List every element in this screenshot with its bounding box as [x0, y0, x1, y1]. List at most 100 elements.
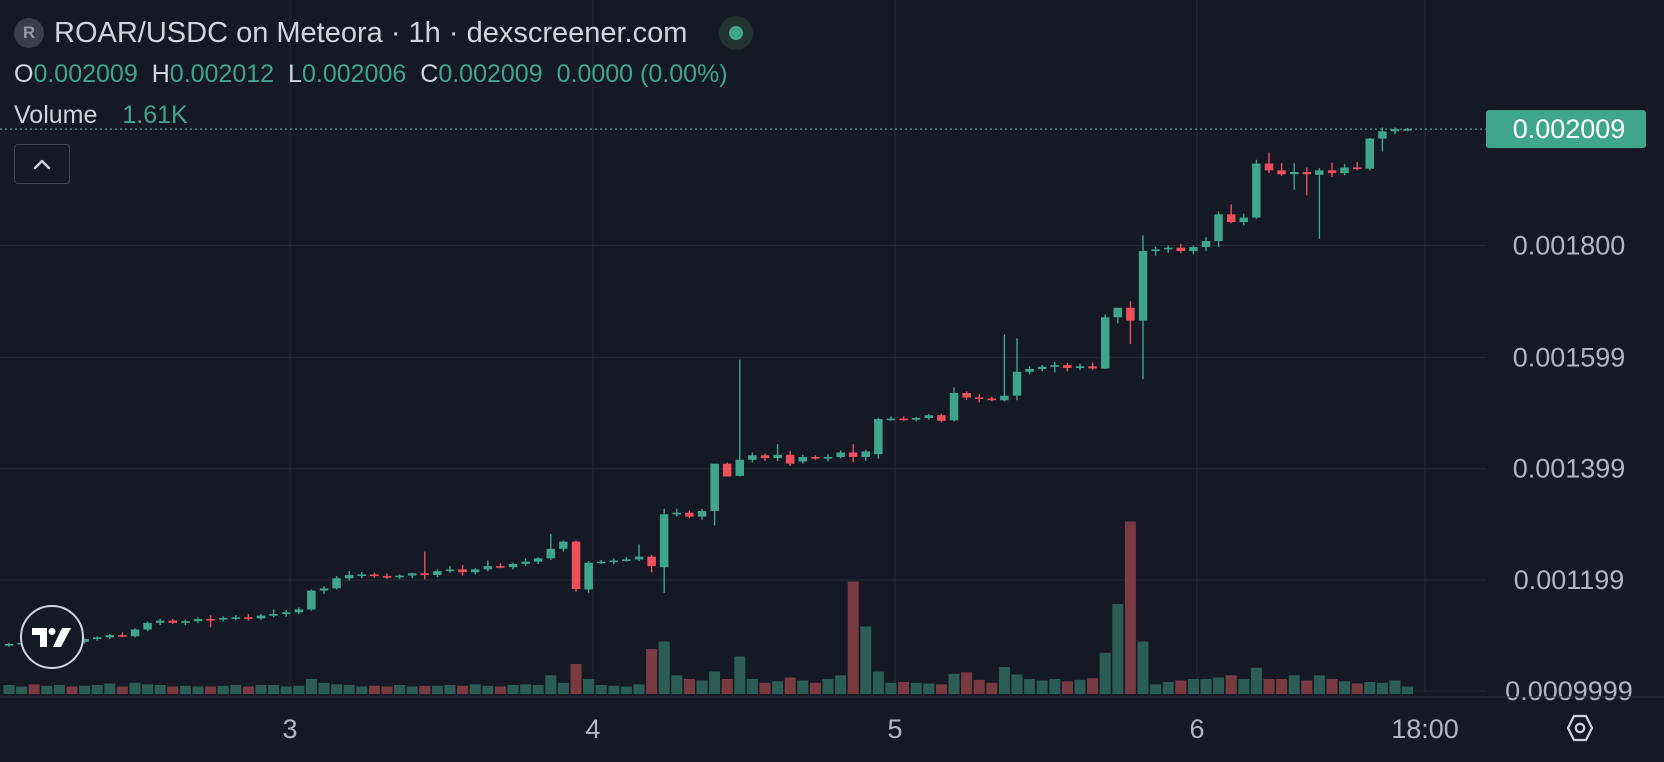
- candle-body: [80, 639, 89, 642]
- volume-bar: [847, 581, 859, 694]
- candle: [622, 557, 631, 562]
- market-status-indicator[interactable]: [719, 16, 754, 50]
- candle-body: [105, 635, 114, 638]
- candle-body: [370, 574, 379, 577]
- candle: [344, 571, 354, 581]
- volume-bar: [860, 626, 872, 694]
- volume-bar: [633, 684, 645, 695]
- candle-body: [1063, 365, 1072, 368]
- candle: [1365, 138, 1374, 171]
- volume-bar: [1351, 683, 1363, 694]
- volume-bar: [16, 686, 28, 694]
- volume-bar: [986, 682, 998, 695]
- status-dot-icon: [729, 26, 744, 40]
- candle-body: [143, 622, 152, 630]
- chevron-up-icon: [33, 159, 51, 170]
- candle-body: [622, 559, 631, 561]
- candle-body: [332, 578, 341, 589]
- candle-body: [433, 571, 442, 575]
- candle: [659, 508, 669, 593]
- candle: [1252, 159, 1261, 219]
- hexagon-settings-icon: [1566, 714, 1594, 742]
- candle-body: [659, 514, 669, 568]
- candle: [1214, 211, 1223, 248]
- volume-bar: [154, 685, 166, 694]
- volume-bar: [79, 685, 91, 695]
- volume-bar: [973, 679, 985, 695]
- candle: [987, 396, 996, 402]
- x-tick-label: 5: [887, 714, 902, 744]
- candle-body: [899, 418, 908, 421]
- candle: [861, 449, 870, 461]
- candle: [433, 569, 442, 578]
- volume-bar: [910, 682, 922, 695]
- volume-bar: [1061, 681, 1073, 695]
- volume-bar: [293, 685, 305, 695]
- candle-body: [596, 561, 606, 564]
- volume-bar: [772, 681, 784, 695]
- volume-bar: [368, 685, 380, 695]
- settings-icon[interactable]: [1565, 713, 1595, 743]
- candle: [256, 614, 266, 621]
- volume-bar: [116, 686, 128, 694]
- candle: [748, 452, 757, 463]
- candle: [596, 560, 606, 564]
- candle-body: [281, 612, 291, 614]
- volume-bar: [520, 684, 532, 695]
- volume-bar: [406, 686, 418, 694]
- price-axis[interactable]: 0.001800 0.001599 0.001399 0.001199 0.000999…: [1505, 231, 1633, 706]
- volume-bar: [1326, 679, 1338, 694]
- y-tick-label: 0.001599: [1513, 342, 1626, 372]
- candle-body: [974, 397, 984, 399]
- volume-bar: [620, 686, 632, 694]
- candle-body: [710, 463, 719, 511]
- volume-bar: [1376, 682, 1388, 695]
- volume-bar: [809, 682, 821, 695]
- candle: [1126, 301, 1135, 344]
- volume-bar: [583, 679, 595, 694]
- candle: [231, 615, 240, 621]
- candle-body: [1113, 307, 1122, 318]
- volume-bar: [53, 685, 65, 694]
- candle: [1101, 314, 1110, 369]
- candle: [1050, 361, 1059, 373]
- candle-body: [1365, 138, 1374, 169]
- candle: [773, 444, 782, 461]
- candle-body: [924, 415, 933, 418]
- candle-body: [1327, 170, 1337, 174]
- candle: [899, 416, 908, 421]
- volume-bar: [608, 685, 620, 695]
- candle: [395, 574, 404, 579]
- y-tick-label: 0.001800: [1513, 231, 1626, 261]
- time-axis[interactable]: 3 4 5 6 18:00: [0, 696, 1664, 744]
- candle: [496, 563, 505, 569]
- candle-body: [483, 566, 493, 570]
- volume-bar: [268, 685, 280, 694]
- candle-body: [1214, 214, 1223, 241]
- volume-bar: [41, 685, 53, 695]
- volume-bar: [494, 686, 506, 694]
- candle: [874, 418, 883, 459]
- collapse-legend-button[interactable]: [14, 144, 70, 184]
- volume-bar: [923, 683, 935, 694]
- volume-bar: [646, 649, 658, 694]
- volume-bar: [129, 682, 141, 695]
- candle: [1113, 307, 1122, 324]
- candle: [697, 508, 707, 520]
- candle: [1227, 204, 1236, 224]
- volume-bar: [1364, 682, 1376, 694]
- candle-body: [294, 609, 304, 613]
- volume-bar: [242, 686, 254, 694]
- last-price-line: 0.002009: [0, 110, 1646, 149]
- tradingview-logo[interactable]: [20, 605, 84, 669]
- volume-bar: [343, 685, 355, 694]
- candle: [407, 572, 417, 579]
- volume-bar: [1024, 679, 1036, 694]
- candle: [458, 565, 467, 576]
- candle: [546, 533, 555, 560]
- candle-body: [1403, 129, 1412, 131]
- volume-bar: [142, 684, 154, 695]
- x-tick-label: 18:00: [1391, 714, 1459, 744]
- candle: [1340, 164, 1349, 176]
